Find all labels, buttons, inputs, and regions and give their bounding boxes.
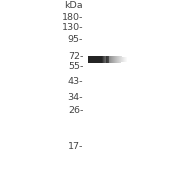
Bar [111, 56, 112, 63]
Bar [109, 56, 110, 63]
Bar [109, 56, 110, 63]
Text: 17-: 17- [68, 142, 83, 151]
Bar [108, 56, 109, 63]
Bar [115, 56, 116, 63]
Bar [102, 56, 103, 63]
Bar [112, 56, 113, 63]
Bar [95, 56, 96, 63]
Bar [93, 56, 94, 63]
Bar [114, 56, 115, 63]
Bar [106, 56, 107, 63]
Bar [90, 56, 91, 63]
Bar [125, 57, 126, 62]
Bar [113, 56, 114, 63]
Bar [121, 56, 122, 63]
Bar [96, 56, 97, 63]
Text: 72-: 72- [68, 52, 83, 61]
Bar [119, 56, 120, 63]
Text: 26-: 26- [68, 106, 83, 115]
Text: 95-: 95- [68, 35, 83, 44]
Bar [94, 56, 95, 63]
Bar [126, 57, 127, 62]
Bar [105, 56, 106, 63]
Bar [123, 57, 124, 62]
Bar [103, 56, 104, 63]
Bar [97, 56, 98, 63]
Bar [100, 56, 101, 63]
Bar [124, 57, 125, 62]
Text: 43-: 43- [68, 77, 83, 87]
Bar [104, 56, 105, 63]
Bar [101, 56, 102, 63]
Bar [117, 56, 118, 63]
Bar [99, 56, 100, 63]
Bar [91, 56, 92, 63]
Text: 130-: 130- [62, 23, 83, 32]
Bar [110, 56, 111, 63]
Text: 180-: 180- [62, 13, 83, 22]
Bar [116, 56, 117, 63]
Bar [92, 56, 93, 63]
Text: 34-: 34- [68, 93, 83, 102]
Bar [107, 56, 108, 63]
Bar [98, 56, 99, 63]
Bar [88, 56, 89, 63]
Bar [127, 57, 128, 62]
Bar [118, 56, 119, 63]
Bar [89, 56, 90, 63]
Bar [122, 56, 123, 63]
Bar [120, 56, 121, 63]
Text: kDa: kDa [65, 1, 83, 10]
Bar [102, 56, 103, 63]
Text: 55-: 55- [68, 62, 83, 71]
